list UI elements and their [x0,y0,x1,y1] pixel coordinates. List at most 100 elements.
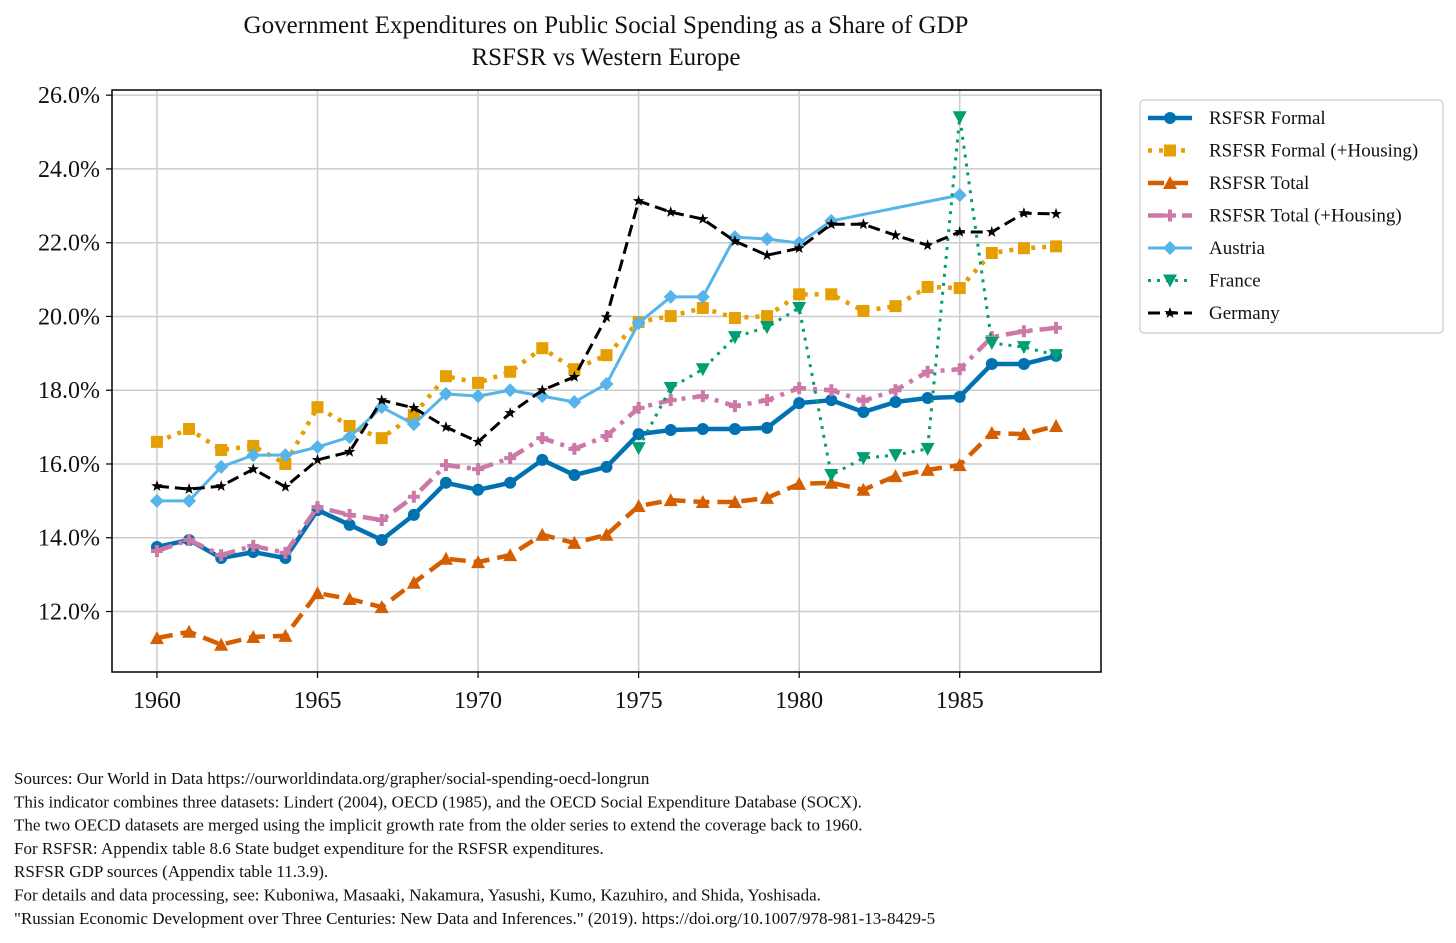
data-point [408,401,420,413]
legend-item: RSFSR Total (+Housing) [1148,206,1402,227]
data-point [761,421,774,434]
data-point [310,586,325,600]
data-point [921,239,934,251]
data-point [215,443,228,456]
data-point [1017,242,1030,255]
data-point [953,363,966,376]
legend-item: RSFSR Total [1148,173,1309,194]
legend-item: RSFSR Formal (+Housing) [1148,141,1418,162]
data-point [343,518,356,531]
data-point [536,384,548,396]
series-line [156,199,1057,491]
chart-title: Government Expenditures on Public Social… [244,12,969,39]
data-point [599,376,614,391]
footnote-line: "Russian Economic Development over Three… [14,909,935,928]
data-point [600,460,613,473]
legend-label: RSFSR Total [1209,173,1309,194]
legend-label: RSFSR Formal (+Housing) [1209,141,1418,162]
legend-label: Austria [1209,238,1266,259]
data-point [952,111,967,125]
data-point [696,422,709,435]
data-point [279,480,292,492]
data-point [311,453,324,465]
legend-label: Germany [1209,303,1280,324]
data-point [472,376,485,389]
data-point [472,463,485,476]
data-point [665,206,677,217]
y-tick-label: 14.0% [38,526,100,552]
data-point [568,370,581,382]
data-point [182,624,197,638]
data-point [503,548,518,562]
data-point [504,476,517,489]
data-point [728,400,741,413]
legend-label: RSFSR Formal [1209,108,1326,129]
series-austria [149,188,967,508]
data-point [729,235,741,247]
data-point [760,321,775,335]
data-point [663,289,678,304]
data-point [599,527,614,541]
footnote-line: For RSFSR: Appendix table 8.6 State budg… [14,839,604,858]
data-point [857,304,870,317]
data-point [825,218,837,230]
y-tick-label: 24.0% [38,157,100,183]
data-point [857,218,870,230]
data-point [825,288,838,301]
data-point [793,242,805,254]
data-point [985,358,998,371]
y-tick-label: 12.0% [38,600,100,626]
data-point [472,435,484,447]
data-point [857,405,870,418]
legend-box [1139,99,1444,334]
data-point [439,370,452,383]
data-point [374,400,389,415]
axes: 1960 1965 1970 1975 1980 1985 12.0% 14.0% 16.0% 1… [38,83,984,714]
legend-label: France [1209,271,1261,292]
data-point [696,390,709,403]
data-point [953,282,966,295]
data-point [1050,321,1063,334]
data-point [695,363,710,377]
data-point [695,289,710,304]
data-point [536,432,549,445]
data-point [696,301,709,314]
data-point [664,394,677,407]
data-point [889,396,902,409]
data-point [342,430,357,445]
data-point [247,539,260,552]
data-point [151,480,163,491]
legend-item: Austria [1148,238,1266,259]
data-point [214,637,229,651]
data-point [760,490,775,504]
data-point [664,424,677,437]
y-tick-label: 18.0% [38,378,100,404]
data-point [600,349,613,362]
data-point [728,311,741,324]
legend-marker [1163,274,1177,288]
data-point [792,476,807,490]
data-point [407,508,420,521]
data-point [183,533,196,546]
data-point [374,600,389,614]
data-point [1050,207,1062,219]
data-point [376,394,388,405]
data-point [856,452,871,466]
plot-frame [111,89,1102,673]
series-france [631,111,1064,483]
data-point [727,494,742,508]
data-point [632,195,645,206]
data-point [183,483,195,494]
data-point [375,514,388,527]
data-point [503,383,518,398]
footnote-line: For details and data processing, see: Ku… [14,886,821,905]
data-point [247,546,260,559]
data-point [342,591,357,605]
x-tick-label: 1970 [454,688,502,714]
data-point [472,483,485,496]
data-point [727,331,742,345]
data-point [504,407,516,418]
data-point [536,453,549,466]
data-point [761,310,774,323]
data-point [695,494,710,508]
